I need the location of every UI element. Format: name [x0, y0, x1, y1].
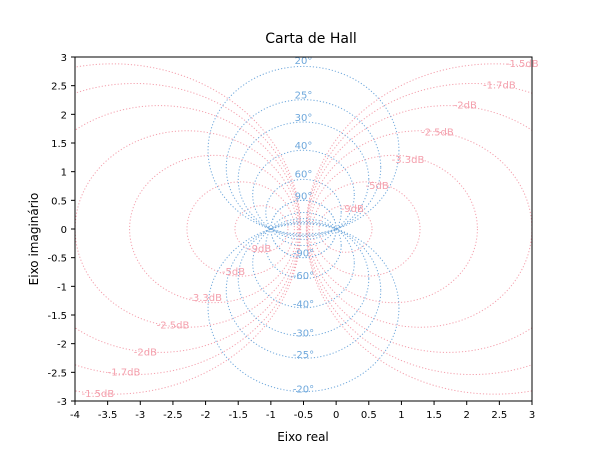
magnitude-label: -9dB — [341, 204, 364, 215]
magnitude-contour — [306, 83, 532, 375]
x-tick-label: 0 — [333, 410, 339, 421]
y-axis-label: Eixo imaginário — [27, 193, 41, 286]
y-tick-label: 2 — [61, 110, 67, 121]
y-tick-label: -1.5 — [47, 311, 67, 322]
magnitude-label: -1.7dB — [108, 367, 141, 378]
magnitude-label: -3.3dB — [189, 293, 222, 304]
magnitude-contour — [312, 181, 421, 277]
y-tick-label: -1 — [57, 282, 67, 293]
y-tick-label: 2.5 — [51, 82, 67, 93]
phase-label: 90° — [295, 191, 313, 202]
phase-label: 25° — [295, 90, 313, 101]
phase-label: -60° — [293, 271, 314, 282]
y-tick-label: 3 — [61, 53, 67, 64]
x-tick-label: -0.5 — [294, 410, 314, 421]
x-tick-label: -1 — [266, 410, 276, 421]
phase-contour — [207, 65, 400, 235]
phase-contour — [265, 211, 342, 280]
y-tick-label: -3 — [57, 397, 67, 408]
magnitude-label: -1.7dB — [483, 81, 516, 92]
x-tick-label: 1 — [398, 410, 404, 421]
phase-contour — [225, 222, 382, 359]
phase-contour — [207, 223, 400, 393]
y-tick-label: 1 — [61, 168, 67, 179]
magnitude-contour — [75, 130, 300, 328]
x-tick-label: 3 — [529, 410, 535, 421]
phase-label: -40° — [293, 300, 314, 311]
chart-title: Carta de Hall — [265, 31, 356, 47]
x-tick-label: 1.5 — [426, 410, 442, 421]
x-tick-label: -3 — [135, 410, 145, 421]
y-axis: -3 -2.5 -2 -1.5 -1 -0.5 0 0.5 1 1.5 2 2.5 3 — [47, 53, 75, 408]
magnitude-label: -5dB — [366, 181, 389, 192]
x-axis-label: Eixo real — [277, 430, 329, 444]
phase-label: -30° — [293, 328, 314, 339]
magnitude-contour — [234, 205, 289, 253]
magnitude-contour — [306, 105, 532, 353]
magnitude-label: -1.5dB — [82, 389, 115, 400]
y-tick-label: 1.5 — [51, 139, 67, 150]
magnitude-label: -2.5dB — [157, 320, 190, 331]
x-tick-label: -1.5 — [228, 410, 248, 421]
magnitude-label: -2dB — [454, 101, 477, 112]
phase-label: 20° — [295, 56, 313, 67]
magnitude-label: -1.5dB — [506, 59, 539, 70]
magnitude-label: -9dB — [248, 244, 271, 255]
y-tick-label: 0.5 — [51, 196, 67, 207]
phase-label: -90° — [293, 249, 314, 260]
x-tick-label: 2 — [464, 410, 470, 421]
phase-label: -20° — [293, 385, 314, 396]
contour-group — [75, 63, 532, 395]
x-tick-label: -2 — [201, 410, 211, 421]
x-tick-label: 2.5 — [491, 410, 507, 421]
magnitude-contour — [129, 154, 298, 304]
phase-contour — [252, 149, 355, 240]
phase-label: 60° — [295, 170, 313, 181]
magnitude-contour — [186, 181, 295, 277]
y-tick-label: 0 — [61, 225, 67, 236]
x-tick-label: -4 — [70, 410, 80, 421]
contour-label-group: -1.5dB -1.7dB -2dB -2.5dB -3.3dB -5dB -9dB -9dB… — [82, 56, 539, 400]
x-tick-label: 0.5 — [361, 410, 377, 421]
magnitude-label: -5dB — [222, 267, 245, 278]
phase-label: 30° — [295, 113, 313, 124]
magnitude-contour — [305, 63, 532, 395]
phase-contour — [237, 121, 370, 238]
phase-contour — [237, 220, 370, 337]
x-tick-label: -2.5 — [163, 410, 183, 421]
x-tick-label: -3.5 — [98, 410, 118, 421]
magnitude-contour — [75, 105, 301, 353]
magnitude-contour — [75, 63, 302, 395]
magnitude-contour — [75, 83, 301, 375]
magnitude-label: -3.3dB — [392, 155, 425, 166]
phase-contour — [225, 99, 382, 236]
phase-contour — [265, 178, 342, 247]
x-axis: -4 -3.5 -3 -2.5 -2 -1.5 -1 -0.5 0 0.5 1 1.5 2 2.5 3 — [70, 401, 535, 421]
phase-label: -25° — [293, 350, 314, 361]
phase-label: 40° — [295, 141, 313, 152]
magnitude-label: -2dB — [134, 347, 157, 358]
magnitude-label: -2.5dB — [421, 128, 454, 139]
magnitude-contour — [318, 205, 373, 253]
phase-contour — [252, 218, 355, 309]
magnitude-contour — [309, 154, 478, 304]
y-tick-label: -2 — [57, 340, 67, 351]
y-tick-label: -2.5 — [47, 368, 67, 379]
y-tick-label: -0.5 — [47, 254, 67, 265]
